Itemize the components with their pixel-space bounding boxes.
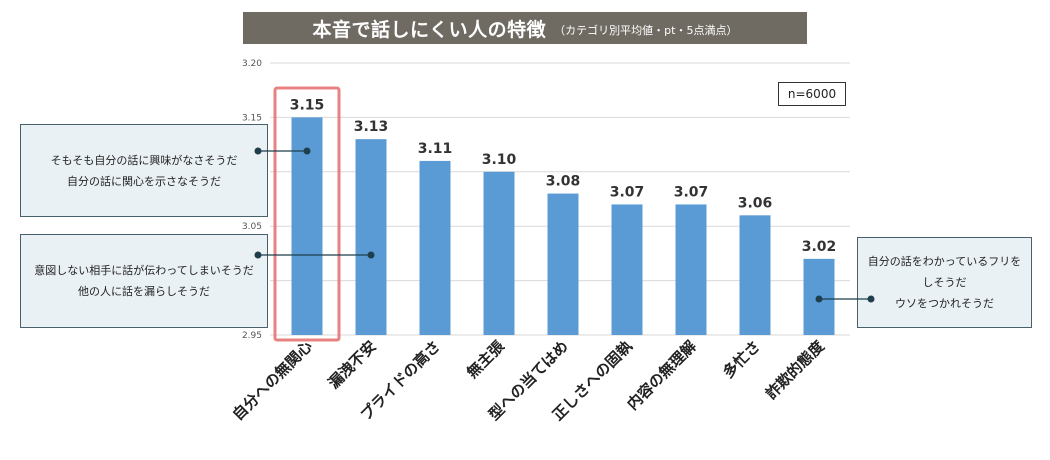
bar [419,160,451,335]
highlight-frame [273,86,341,342]
data-label: 3.10 [482,152,517,168]
callout-leak: 意図しない相手に話が伝わってしまいそうだ 他の人に話を漏らしそうだ [20,234,268,328]
x-category-label: 内容の無理解 [623,337,699,413]
x-category-label: 詐欺的態度 [762,336,828,402]
y-tick-label: 3.05 [242,222,262,232]
x-category-label: 漏洩不安 [325,337,380,392]
x-category-label: 無主張 [463,336,508,381]
sample-size-label: n=6000 [787,87,837,101]
bar [483,171,515,335]
bar [675,204,707,335]
callout-line: 自分の話に関心を示さなそうだ [67,174,221,188]
callout-indifference: そもそも自分の話に興味がなさそうだ 自分の話に関心を示さなそうだ [20,124,268,217]
x-category-label: 多忙さ [719,337,764,382]
data-label: 3.15 [290,97,325,113]
bar [611,204,643,335]
data-label: 3.13 [354,119,389,135]
chart-subtitle: （カテゴリ別平均値・pt・5点満点） [554,24,738,37]
bar [291,117,323,336]
callout-line: そもそも自分の話に興味がなさそうだ [50,153,238,167]
bar [355,139,387,335]
y-tick-label: 3.15 [242,113,262,123]
callout-line: しそうだ [922,276,967,289]
data-label: 3.07 [610,184,645,200]
sample-size-box: n=6000 [778,82,846,106]
callout-line: ウソをつかれそうだ [895,297,994,310]
data-label: 3.11 [418,141,453,157]
data-label: 3.02 [802,239,837,255]
data-label: 3.07 [674,184,709,200]
y-tick-label: 3.20 [242,59,262,69]
chart-title: 本音で話しにくい人の特徴 [312,18,547,41]
callout-line: 自分の話をわかっているフリを [867,255,1022,268]
data-label: 3.06 [738,195,773,211]
bar [803,258,835,335]
callout-line: 他の人に話を漏らしそうだ [78,285,210,298]
callout-line: 意図しない相手に話が伝わってしまいそうだ [34,264,254,277]
y-tick-label: 2.95 [242,331,262,341]
bar [547,193,579,335]
data-label: 3.08 [546,174,581,190]
bar [739,215,771,335]
callout-deception: 自分の話をわかっているフリを しそうだ ウソをつかれそうだ [857,237,1032,328]
x-category-label: 自分への無関心 [229,337,316,424]
chart-title-bar: 本音で話しにくい人の特徴 （カテゴリ別平均値・pt・5点満点） [243,12,807,44]
